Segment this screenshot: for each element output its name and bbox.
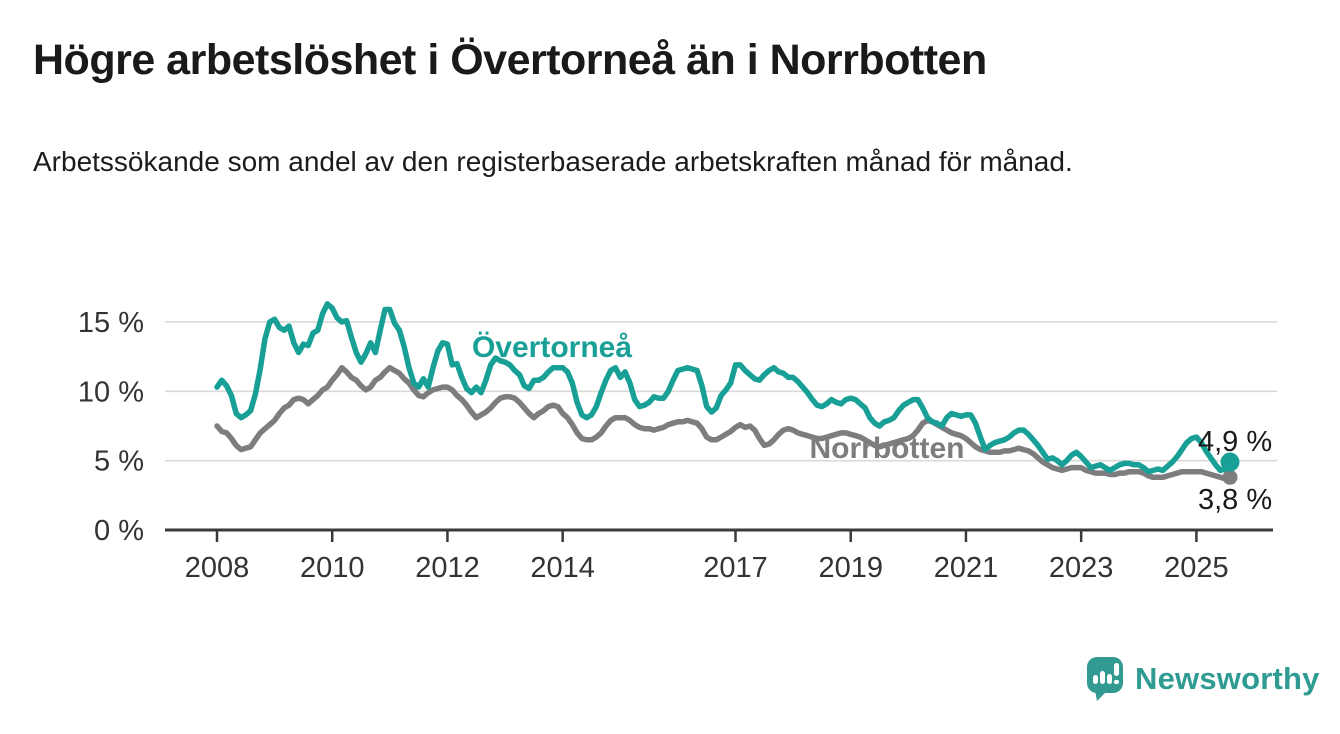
overtornea-end-dot (1220, 452, 1240, 472)
y-tick-label-5pct: 5 % (94, 446, 144, 478)
overtornea-series-label: Övertorneå (472, 331, 632, 364)
x-tick-label-2012: 2012 (415, 552, 480, 584)
x-tick-label-2017: 2017 (703, 552, 768, 584)
x-tick-label-2008: 2008 (185, 552, 250, 584)
y-tick-label-10pct: 10 % (78, 376, 144, 408)
newsworthy-logo: Newsworthy (1086, 656, 1320, 702)
newsworthy-logo-text: Newsworthy (1135, 661, 1320, 696)
x-tick-label-2025: 2025 (1164, 552, 1229, 584)
x-tick-label-2023: 2023 (1049, 552, 1114, 584)
chart-subtitle: Arbetssökande som andel av den registerb… (33, 146, 1073, 177)
norrbotten-line (214, 364, 1233, 482)
x-tick-label-2021: 2021 (934, 552, 999, 584)
norrbotten-end-dot (1222, 469, 1238, 485)
x-tick-label-2014: 2014 (530, 552, 595, 584)
x-tick-label-2019: 2019 (818, 552, 883, 584)
page-title: Högre arbetslöshet i Övertorneå än i Nor… (33, 36, 987, 84)
y-tick-label-0pct: 0 % (94, 515, 144, 547)
newsworthy-speech-bubble-bar-chart-icon (1087, 657, 1123, 701)
norrbotten-end-value-label: 3,8 % (1198, 484, 1272, 516)
overtornea-end-value-label: 4,9 % (1198, 426, 1272, 458)
norrbotten-series-label: Norrbotten (810, 432, 965, 465)
x-tick-label-2010: 2010 (300, 552, 365, 584)
y-tick-label-15pct: 15 % (78, 307, 144, 339)
overtornea-line (214, 301, 1233, 475)
